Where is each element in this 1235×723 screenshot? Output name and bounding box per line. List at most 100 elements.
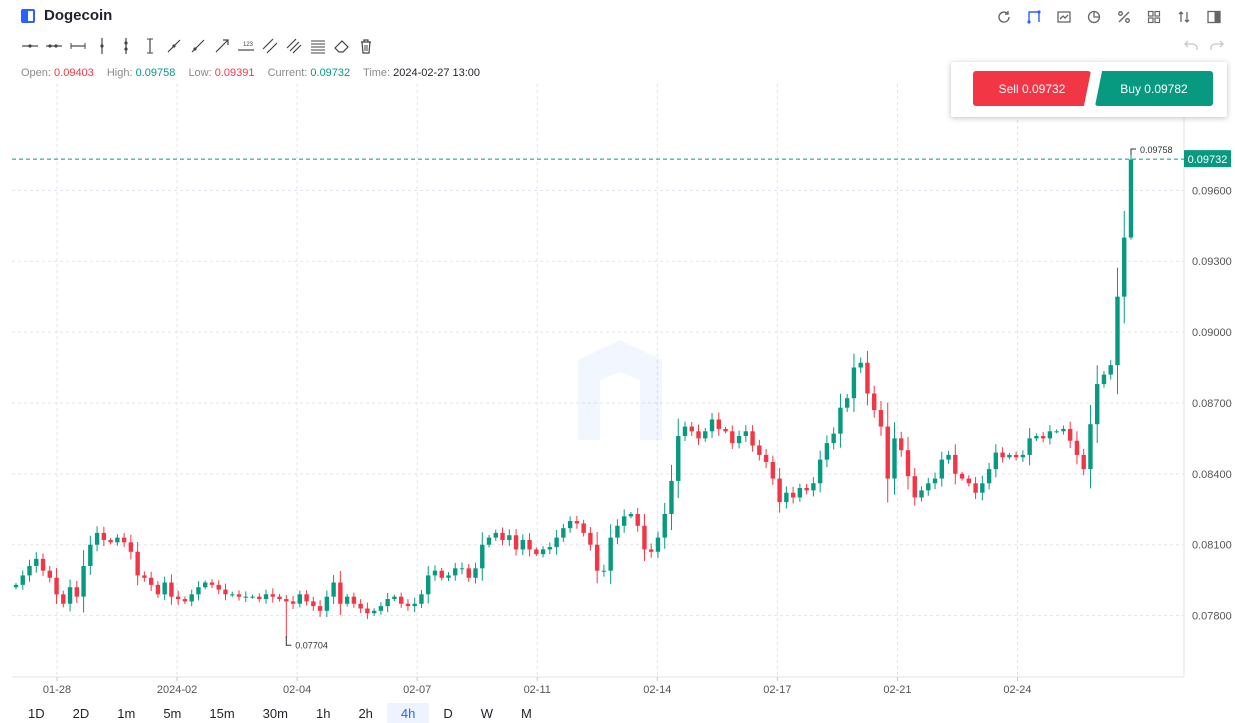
- candle-body: [520, 539, 526, 550]
- y-tick-label: 0.08700: [1192, 398, 1232, 410]
- candle-body: [358, 603, 363, 609]
- candle-body: [567, 521, 573, 529]
- watermark-logo: [578, 340, 662, 440]
- x-tick-label: 02-11: [524, 684, 551, 696]
- interval-d[interactable]: D: [443, 705, 453, 721]
- candle-body: [311, 601, 316, 607]
- interval-1d[interactable]: 1D: [28, 705, 45, 721]
- arrow-line-icon[interactable]: [210, 36, 234, 56]
- percent-icon[interactable]: [1109, 6, 1139, 28]
- candle-body: [236, 594, 242, 597]
- sort-icon[interactable]: [1169, 6, 1199, 28]
- trash-icon[interactable]: [354, 36, 378, 56]
- current-value: 0.09732: [310, 67, 351, 79]
- interval-4h[interactable]: 4h: [386, 703, 430, 723]
- vertical-ray-icon[interactable]: [114, 36, 138, 56]
- candle-body: [635, 513, 640, 526]
- candle-body: [507, 535, 512, 540]
- candle-body: [993, 452, 999, 470]
- candle-body: [743, 431, 749, 437]
- interval-15m[interactable]: 15m: [209, 705, 235, 721]
- horizontal-ray-icon[interactable]: [42, 36, 66, 56]
- app-logo-icon: [21, 9, 35, 23]
- candle-body: [128, 542, 134, 552]
- undo-icon[interactable]: [1183, 38, 1199, 55]
- chart-header: Dogecoin: [0, 0, 1235, 32]
- horizontal-segment-icon[interactable]: [66, 36, 90, 56]
- candle-body: [142, 575, 147, 578]
- sell-button[interactable]: Sell 0.09732: [973, 71, 1091, 106]
- sidebar-toggle-icon[interactable]: [1199, 6, 1229, 28]
- eraser-icon[interactable]: [330, 36, 354, 56]
- interval-2d[interactable]: 2D: [72, 705, 90, 721]
- top-icon-bar: [989, 6, 1229, 28]
- x-tick-label: 02-14: [643, 684, 671, 696]
- candle-body: [601, 570, 607, 572]
- candle-body: [811, 483, 816, 491]
- candle-body: [561, 528, 566, 538]
- chart-type-icon[interactable]: [1049, 6, 1079, 28]
- price-line-icon[interactable]: 123: [234, 36, 258, 56]
- candle-body: [959, 473, 965, 479]
- pie-icon[interactable]: [1079, 6, 1109, 28]
- trade-panel: Sell 0.09732 Buy 0.09782: [951, 62, 1227, 117]
- candle-body: [621, 516, 627, 526]
- chart-grid: [12, 84, 1185, 678]
- interval-5m[interactable]: 5m: [163, 705, 182, 721]
- parallel-channel-icon[interactable]: [258, 36, 282, 56]
- y-tick-label: 0.08400: [1192, 469, 1232, 481]
- refresh-icon[interactable]: [989, 6, 1019, 28]
- drawing-mode-icon[interactable]: [1019, 6, 1049, 28]
- candle-body: [770, 462, 776, 479]
- candle-body: [858, 362, 863, 368]
- interval-1h[interactable]: 1h: [315, 705, 331, 721]
- candle-body: [216, 584, 221, 590]
- indicators-icon[interactable]: [1139, 6, 1169, 28]
- candle-body: [763, 454, 769, 463]
- redo-icon[interactable]: [1209, 38, 1225, 55]
- candle-body: [513, 535, 519, 550]
- vertical-segment-icon[interactable]: [138, 36, 162, 56]
- ray-line-icon[interactable]: [186, 36, 210, 56]
- candle-body: [290, 601, 296, 604]
- candle-body: [54, 577, 59, 595]
- candle-body: [426, 575, 431, 595]
- horizontal-line-icon[interactable]: [18, 36, 42, 56]
- candle-body: [1108, 365, 1113, 375]
- candle-body: [121, 537, 127, 543]
- candle-body: [1074, 440, 1080, 455]
- buy-button[interactable]: Buy 0.09782: [1095, 71, 1213, 106]
- candle-body: [838, 407, 843, 434]
- vertical-line-icon[interactable]: [90, 36, 114, 56]
- interval-m[interactable]: M: [521, 705, 532, 721]
- svg-text:123: 123: [243, 42, 254, 48]
- candlestick-chart[interactable]: 0.07800 0.08100 0.08400 0.08700 0.09000 0.093…: [0, 0, 1235, 703]
- interval-30m[interactable]: 30m: [262, 705, 288, 721]
- candle-body: [703, 431, 708, 439]
- interval-2h[interactable]: 2h: [358, 705, 373, 721]
- fibonacci-icon[interactable]: [306, 36, 330, 56]
- candle-body: [47, 570, 52, 578]
- candle-body: [723, 428, 728, 432]
- x-tick-label: 2024-02: [157, 684, 197, 696]
- low-label: Low:: [188, 67, 212, 79]
- candle-body: [628, 513, 634, 517]
- open-label: Open:: [21, 67, 51, 79]
- candle-body: [905, 450, 911, 477]
- interval-w[interactable]: W: [480, 705, 494, 721]
- trend-line-icon[interactable]: [162, 36, 186, 56]
- candle-body: [824, 443, 830, 460]
- candle-body: [61, 594, 66, 604]
- candle-body: [1040, 436, 1046, 439]
- candle-body: [297, 594, 303, 604]
- candle-body: [1000, 452, 1005, 458]
- candle-body: [94, 532, 100, 545]
- low-marker-arrow: [285, 636, 292, 646]
- interval-1m[interactable]: 1m: [117, 705, 136, 721]
- candle-body: [777, 478, 782, 503]
- x-tick-label: 02-17: [763, 684, 791, 696]
- candle-body: [1067, 428, 1073, 441]
- candle-body: [980, 483, 985, 493]
- candle-body: [554, 537, 559, 548]
- price-channel-icon[interactable]: [282, 36, 306, 56]
